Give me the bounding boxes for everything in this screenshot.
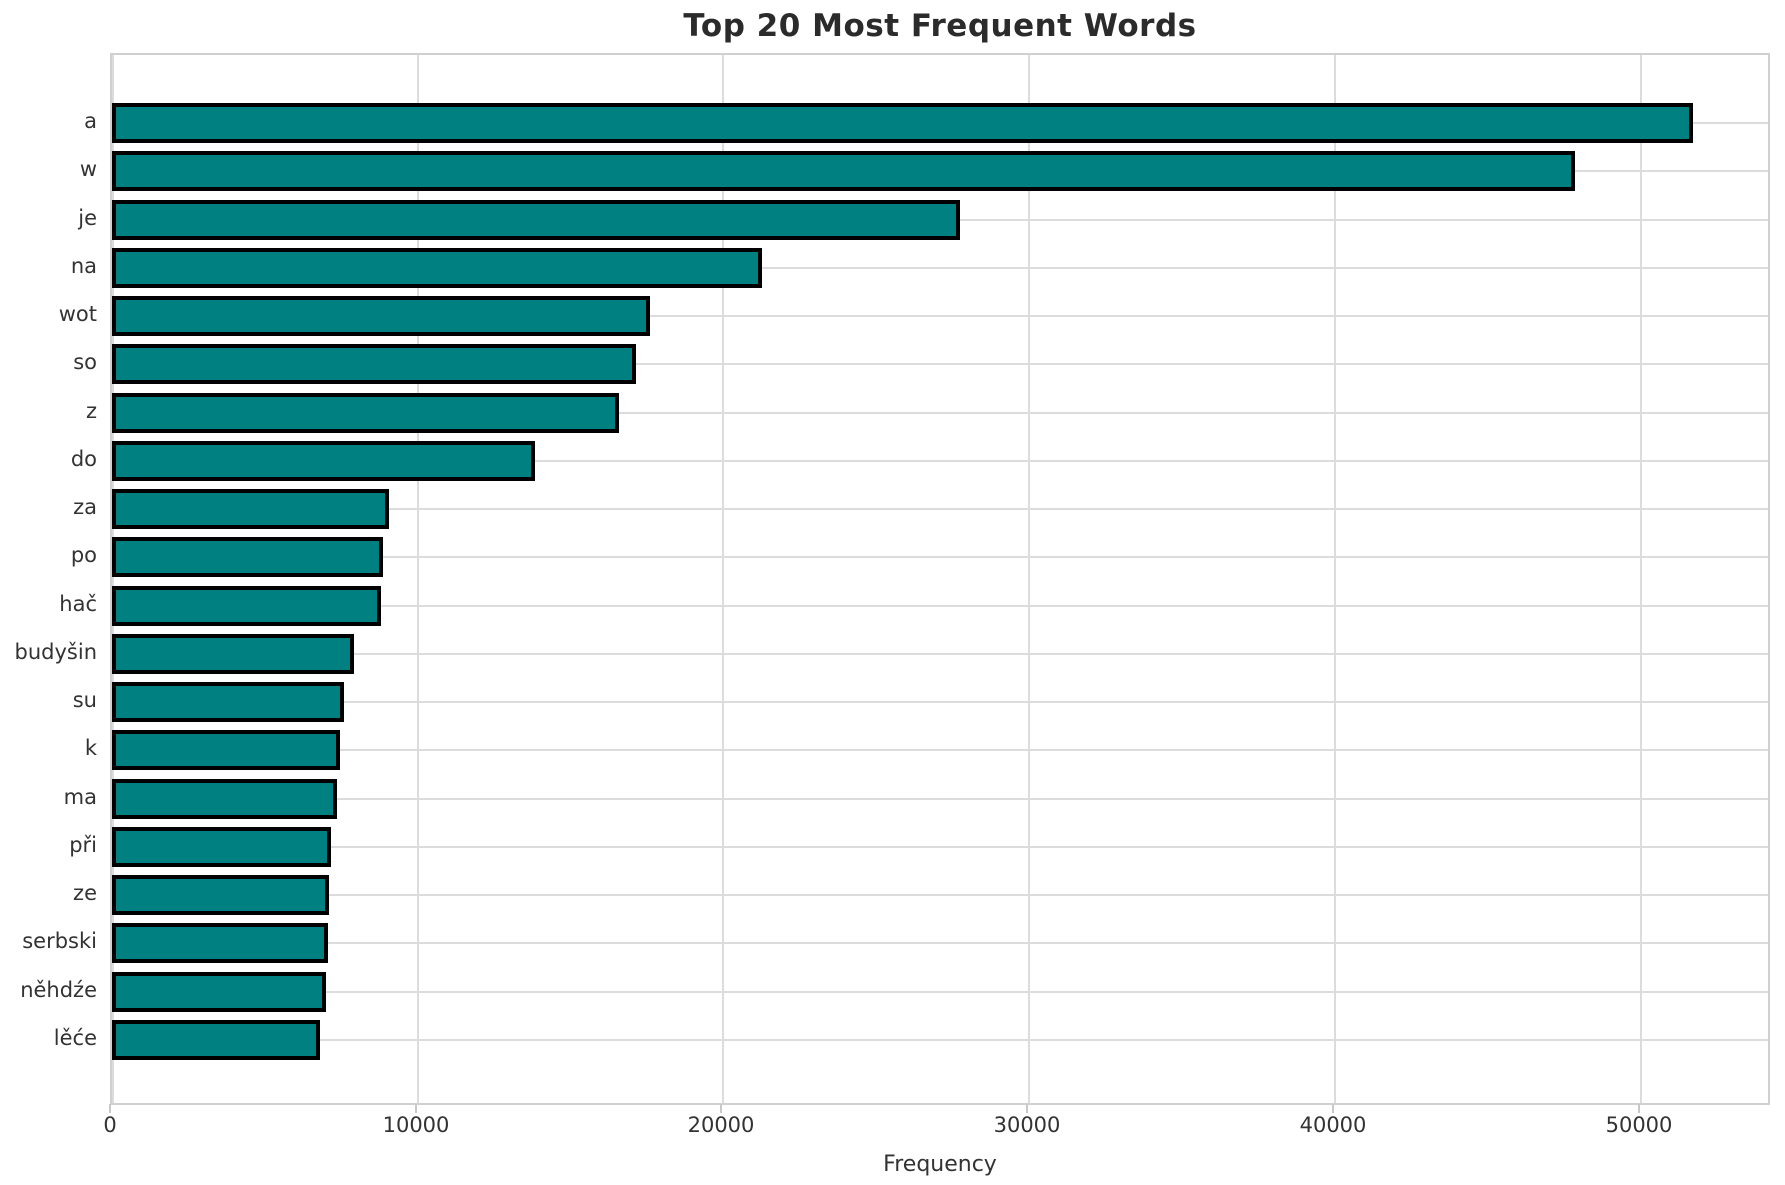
y-tick-label: lěće <box>53 1026 97 1050</box>
bar-při <box>112 827 331 867</box>
x-tick-label: 0 <box>103 1113 117 1137</box>
bar-a <box>112 103 1693 143</box>
x-tick-mark <box>415 1104 417 1113</box>
bar-wot <box>112 296 650 336</box>
x-tick-label: 40000 <box>1299 1113 1367 1137</box>
x-tick-mark <box>1026 1104 1028 1113</box>
y-gridline <box>112 846 1768 848</box>
y-gridline <box>112 894 1768 896</box>
bar-je <box>112 200 960 240</box>
x-tick-mark <box>109 1104 111 1113</box>
bar-po <box>112 537 383 577</box>
x-gridline <box>112 55 114 1103</box>
y-tick-label: něhdźe <box>20 978 97 1002</box>
y-gridline <box>112 701 1768 703</box>
y-gridline <box>112 991 1768 993</box>
y-gridline <box>112 653 1768 655</box>
y-tick-label: budyšin <box>14 640 97 664</box>
y-tick-label: so <box>73 350 97 374</box>
x-tick-label: 20000 <box>687 1113 755 1137</box>
x-gridline <box>1334 55 1336 1103</box>
y-gridline <box>112 508 1768 510</box>
y-gridline <box>112 267 1768 269</box>
x-gridline <box>1640 55 1642 1103</box>
y-gridline <box>112 315 1768 317</box>
y-tick-label: k <box>84 736 97 760</box>
bar-za <box>112 489 389 529</box>
y-tick-label: a <box>84 109 97 133</box>
bar-k <box>112 730 340 770</box>
x-tick-label: 50000 <box>1605 1113 1673 1137</box>
x-gridline <box>722 55 724 1103</box>
bar-su <box>112 682 344 722</box>
x-axis-label: Frequency <box>883 1152 997 1177</box>
y-tick-label: z <box>85 399 97 423</box>
bar-ma <box>112 779 337 819</box>
y-gridline <box>112 798 1768 800</box>
y-gridline <box>112 363 1768 365</box>
y-tick-label: su <box>72 688 97 712</box>
y-gridline <box>112 412 1768 414</box>
y-tick-label: ze <box>73 881 97 905</box>
bar-na <box>112 248 762 288</box>
chart-title: Top 20 Most Frequent Words <box>683 8 1197 44</box>
bar-něhdźe <box>112 972 326 1012</box>
bar-lěće <box>112 1020 320 1060</box>
bar-hač <box>112 586 381 626</box>
x-tick-label: 30000 <box>993 1113 1061 1137</box>
bar-w <box>112 151 1575 191</box>
x-tick-mark <box>1638 1104 1640 1113</box>
y-gridline <box>112 942 1768 944</box>
bar-budyšin <box>112 634 354 674</box>
y-tick-label: na <box>70 254 97 278</box>
y-tick-label: za <box>73 495 97 519</box>
y-tick-label: po <box>70 543 97 567</box>
bar-serbski <box>112 923 328 963</box>
y-tick-label: serbski <box>22 929 97 953</box>
x-gridline <box>417 55 419 1103</box>
x-tick-mark <box>720 1104 722 1113</box>
y-gridline <box>112 749 1768 751</box>
y-gridline <box>112 1039 1768 1041</box>
y-gridline <box>112 556 1768 558</box>
x-gridline <box>1028 55 1030 1103</box>
bar-z <box>112 393 619 433</box>
x-tick-mark <box>1332 1104 1334 1113</box>
y-tick-label: hač <box>59 592 97 616</box>
y-tick-label: do <box>70 447 97 471</box>
y-gridline <box>112 605 1768 607</box>
bar-ze <box>112 875 329 915</box>
bar-so <box>112 344 636 384</box>
bar-do <box>112 441 535 481</box>
x-tick-label: 10000 <box>382 1113 450 1137</box>
y-tick-label: wot <box>58 302 97 326</box>
y-tick-label: je <box>78 206 97 230</box>
y-gridline <box>112 460 1768 462</box>
plot-area <box>110 53 1770 1105</box>
y-tick-label: w <box>79 157 97 181</box>
y-tick-label: ma <box>63 785 97 809</box>
y-tick-label: při <box>69 833 97 857</box>
